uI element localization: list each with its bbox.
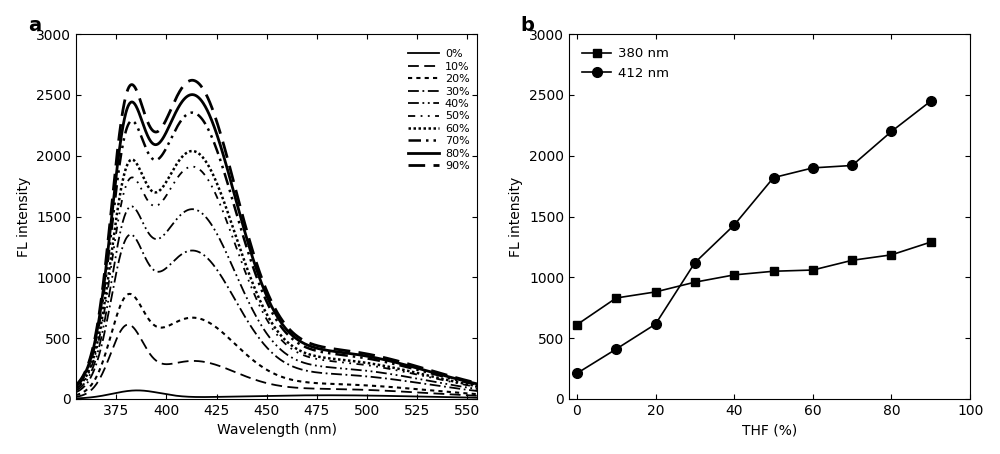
Line: 412 nm: 412 nm — [572, 96, 936, 378]
412 nm — [728, 222, 740, 228]
412 nm — [650, 321, 662, 327]
Legend: 0%, 10%, 20%, 30%, 40%, 50%, 60%, 70%, 80%, 90%: 0%, 10%, 20%, 30%, 40%, 50%, 60%, 70%, 8… — [406, 47, 472, 173]
X-axis label: Wavelength (nm): Wavelength (nm) — [217, 423, 337, 437]
380 nm — [846, 257, 858, 263]
412 nm — [925, 99, 937, 104]
380 nm — [689, 280, 701, 285]
380 nm — [885, 252, 897, 257]
380 nm — [610, 295, 622, 301]
412 nm — [807, 165, 819, 171]
Line: 380 nm: 380 nm — [573, 238, 935, 329]
412 nm — [846, 163, 858, 168]
412 nm — [768, 175, 780, 180]
380 nm — [728, 272, 740, 277]
Text: a: a — [28, 16, 41, 35]
380 nm — [650, 289, 662, 295]
Y-axis label: FL intensity: FL intensity — [509, 177, 523, 257]
380 nm — [571, 322, 583, 327]
412 nm — [571, 370, 583, 376]
Legend: 380 nm, 412 nm: 380 nm, 412 nm — [576, 41, 675, 87]
380 nm — [768, 268, 780, 274]
Text: b: b — [521, 16, 535, 35]
380 nm — [807, 267, 819, 273]
380 nm — [925, 239, 937, 245]
412 nm — [610, 346, 622, 352]
412 nm — [885, 128, 897, 134]
X-axis label: THF (%): THF (%) — [742, 423, 797, 437]
Y-axis label: FL intensity: FL intensity — [17, 177, 31, 257]
412 nm — [689, 260, 701, 266]
